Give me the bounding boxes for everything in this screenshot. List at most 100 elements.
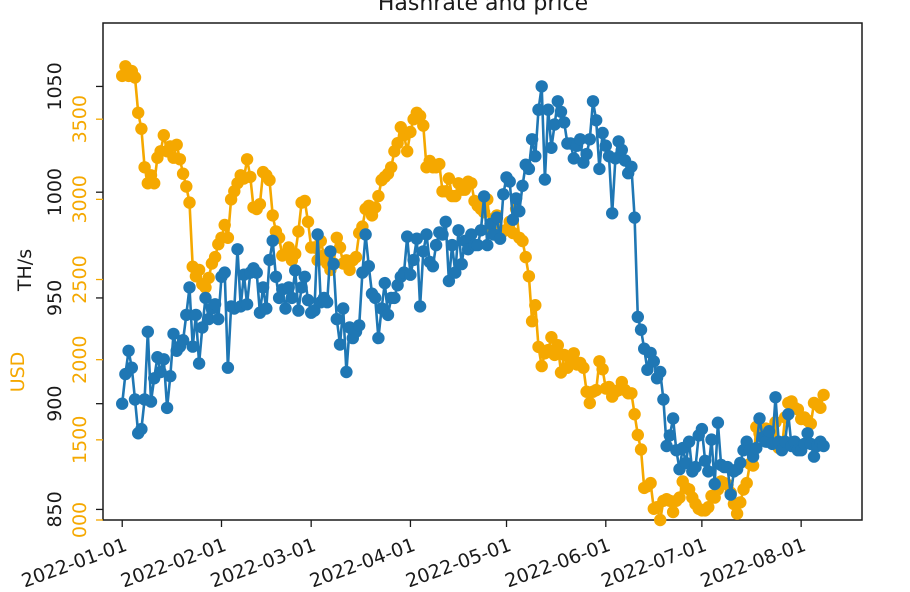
series-0-point-126 (519, 250, 532, 264)
series-0-point-127 (522, 270, 536, 283)
series-0-point-79 (369, 201, 382, 214)
series-1-point-145 (580, 147, 593, 161)
series-1-point-12 (154, 365, 167, 379)
x-tick-label-3: 2022-04-01 (307, 534, 418, 587)
series-0-point-128 (525, 315, 539, 328)
series-0-point-80 (372, 189, 385, 203)
series-0-point-21 (183, 196, 196, 209)
x-tick-label-6: 2022-07-01 (598, 534, 709, 587)
series-1-point-89 (401, 230, 414, 243)
series-1-point-148 (590, 114, 603, 127)
series-0-point-54 (289, 247, 302, 261)
series-1-point-61 (311, 228, 324, 241)
series-1-point-117 (490, 211, 504, 224)
series-1-point-150 (596, 126, 609, 140)
series-1-point-42 (250, 266, 263, 279)
series-1-point-8 (141, 325, 154, 338)
series-0-point-58 (301, 215, 315, 228)
series-1-point-176 (679, 456, 693, 470)
series-0-point-195 (740, 476, 753, 490)
series-1-point-13 (157, 353, 170, 366)
series-1-point-45 (260, 302, 273, 315)
series-1-point-113 (477, 190, 491, 203)
series-1-point-20 (180, 308, 193, 322)
series-0-point-71 (343, 263, 356, 277)
series-1-point-29 (208, 298, 222, 311)
series-1-point-79 (369, 291, 382, 305)
series-0-point-129 (529, 299, 542, 312)
series-1-point-112 (474, 224, 488, 237)
series-0-point-68 (333, 241, 347, 254)
series-1-point-53 (285, 291, 299, 305)
series-1-point-83 (381, 308, 395, 322)
series-1-point-52 (282, 281, 295, 294)
series-0-point-5 (132, 106, 145, 120)
y-axis-label-secondary: USD (7, 352, 29, 393)
series-1-point-149 (593, 162, 606, 176)
series-1-point-69 (337, 302, 350, 315)
series-1-point-219 (817, 439, 830, 453)
series-0-point-29 (208, 250, 222, 264)
series-0-point-90 (404, 125, 417, 139)
series-1-point-25 (196, 321, 209, 334)
series-1-point-6 (135, 422, 148, 436)
series-1-point-2 (122, 344, 135, 357)
series-1-point-130 (532, 103, 545, 116)
series-1-point-36 (231, 243, 244, 256)
series-1-point-0 (116, 397, 129, 410)
y-tick-label-primary-4: 1050 (44, 62, 66, 110)
series-0-point-125 (516, 234, 529, 248)
series-0-point-24 (192, 263, 206, 277)
series-0-point-141 (567, 347, 580, 360)
series-0-point-165 (644, 476, 657, 490)
series-1-point-46 (263, 253, 276, 267)
series-0-point-10 (148, 177, 161, 190)
series-1-point-47 (266, 234, 279, 247)
series-1-point-95 (420, 228, 433, 241)
series-1-point-97 (426, 260, 440, 273)
series-1-point-80 (372, 331, 385, 345)
series-1-point-160 (628, 211, 641, 224)
series-1-point-124 (513, 205, 526, 218)
series-0-point-218 (814, 401, 827, 414)
series-0-point-46 (263, 173, 276, 187)
series-1-point-101 (439, 215, 452, 228)
series-1-point-199 (753, 412, 766, 425)
series-1-point-121 (503, 175, 516, 188)
series-0-point-160 (628, 408, 641, 421)
series-1-point-198 (750, 441, 763, 455)
series-1-point-85 (388, 291, 401, 305)
series-1-point-100 (436, 228, 449, 241)
series-1-point-4 (128, 393, 142, 406)
series-1-point-68 (333, 338, 347, 351)
series-1-point-128 (525, 133, 539, 146)
series-0-point-26 (199, 281, 212, 294)
series-1-point-202 (762, 425, 776, 438)
series-1-point-182 (698, 454, 712, 467)
series-0-point-94 (417, 119, 430, 132)
series-1-point-66 (327, 257, 340, 271)
series-1-point-143 (574, 133, 587, 146)
series-0-point-150 (596, 363, 609, 376)
series-0-point-144 (577, 361, 590, 374)
series-1-point-98 (429, 238, 443, 252)
series-0-point-17 (170, 138, 183, 151)
series-0-point-162 (634, 443, 648, 456)
series-0-point-89 (401, 145, 414, 158)
series-1-point-67 (330, 312, 343, 326)
series-1-point-122 (506, 213, 520, 226)
series-1-point-129 (529, 150, 542, 163)
series-1-point-15 (164, 370, 177, 383)
series-0-point-32 (218, 218, 231, 232)
y-tick-label-primary-2: 950 (44, 280, 66, 316)
series-1-point-125 (516, 179, 529, 192)
series-0-point-55 (292, 225, 305, 238)
series-1-point-146 (583, 133, 596, 146)
series-1-point-70 (340, 365, 353, 379)
series-1 (116, 80, 830, 501)
series-1-point-39 (240, 298, 254, 311)
series-1-point-56 (295, 281, 308, 294)
series-0-point-33 (221, 231, 235, 244)
series-0-point-192 (730, 507, 744, 520)
